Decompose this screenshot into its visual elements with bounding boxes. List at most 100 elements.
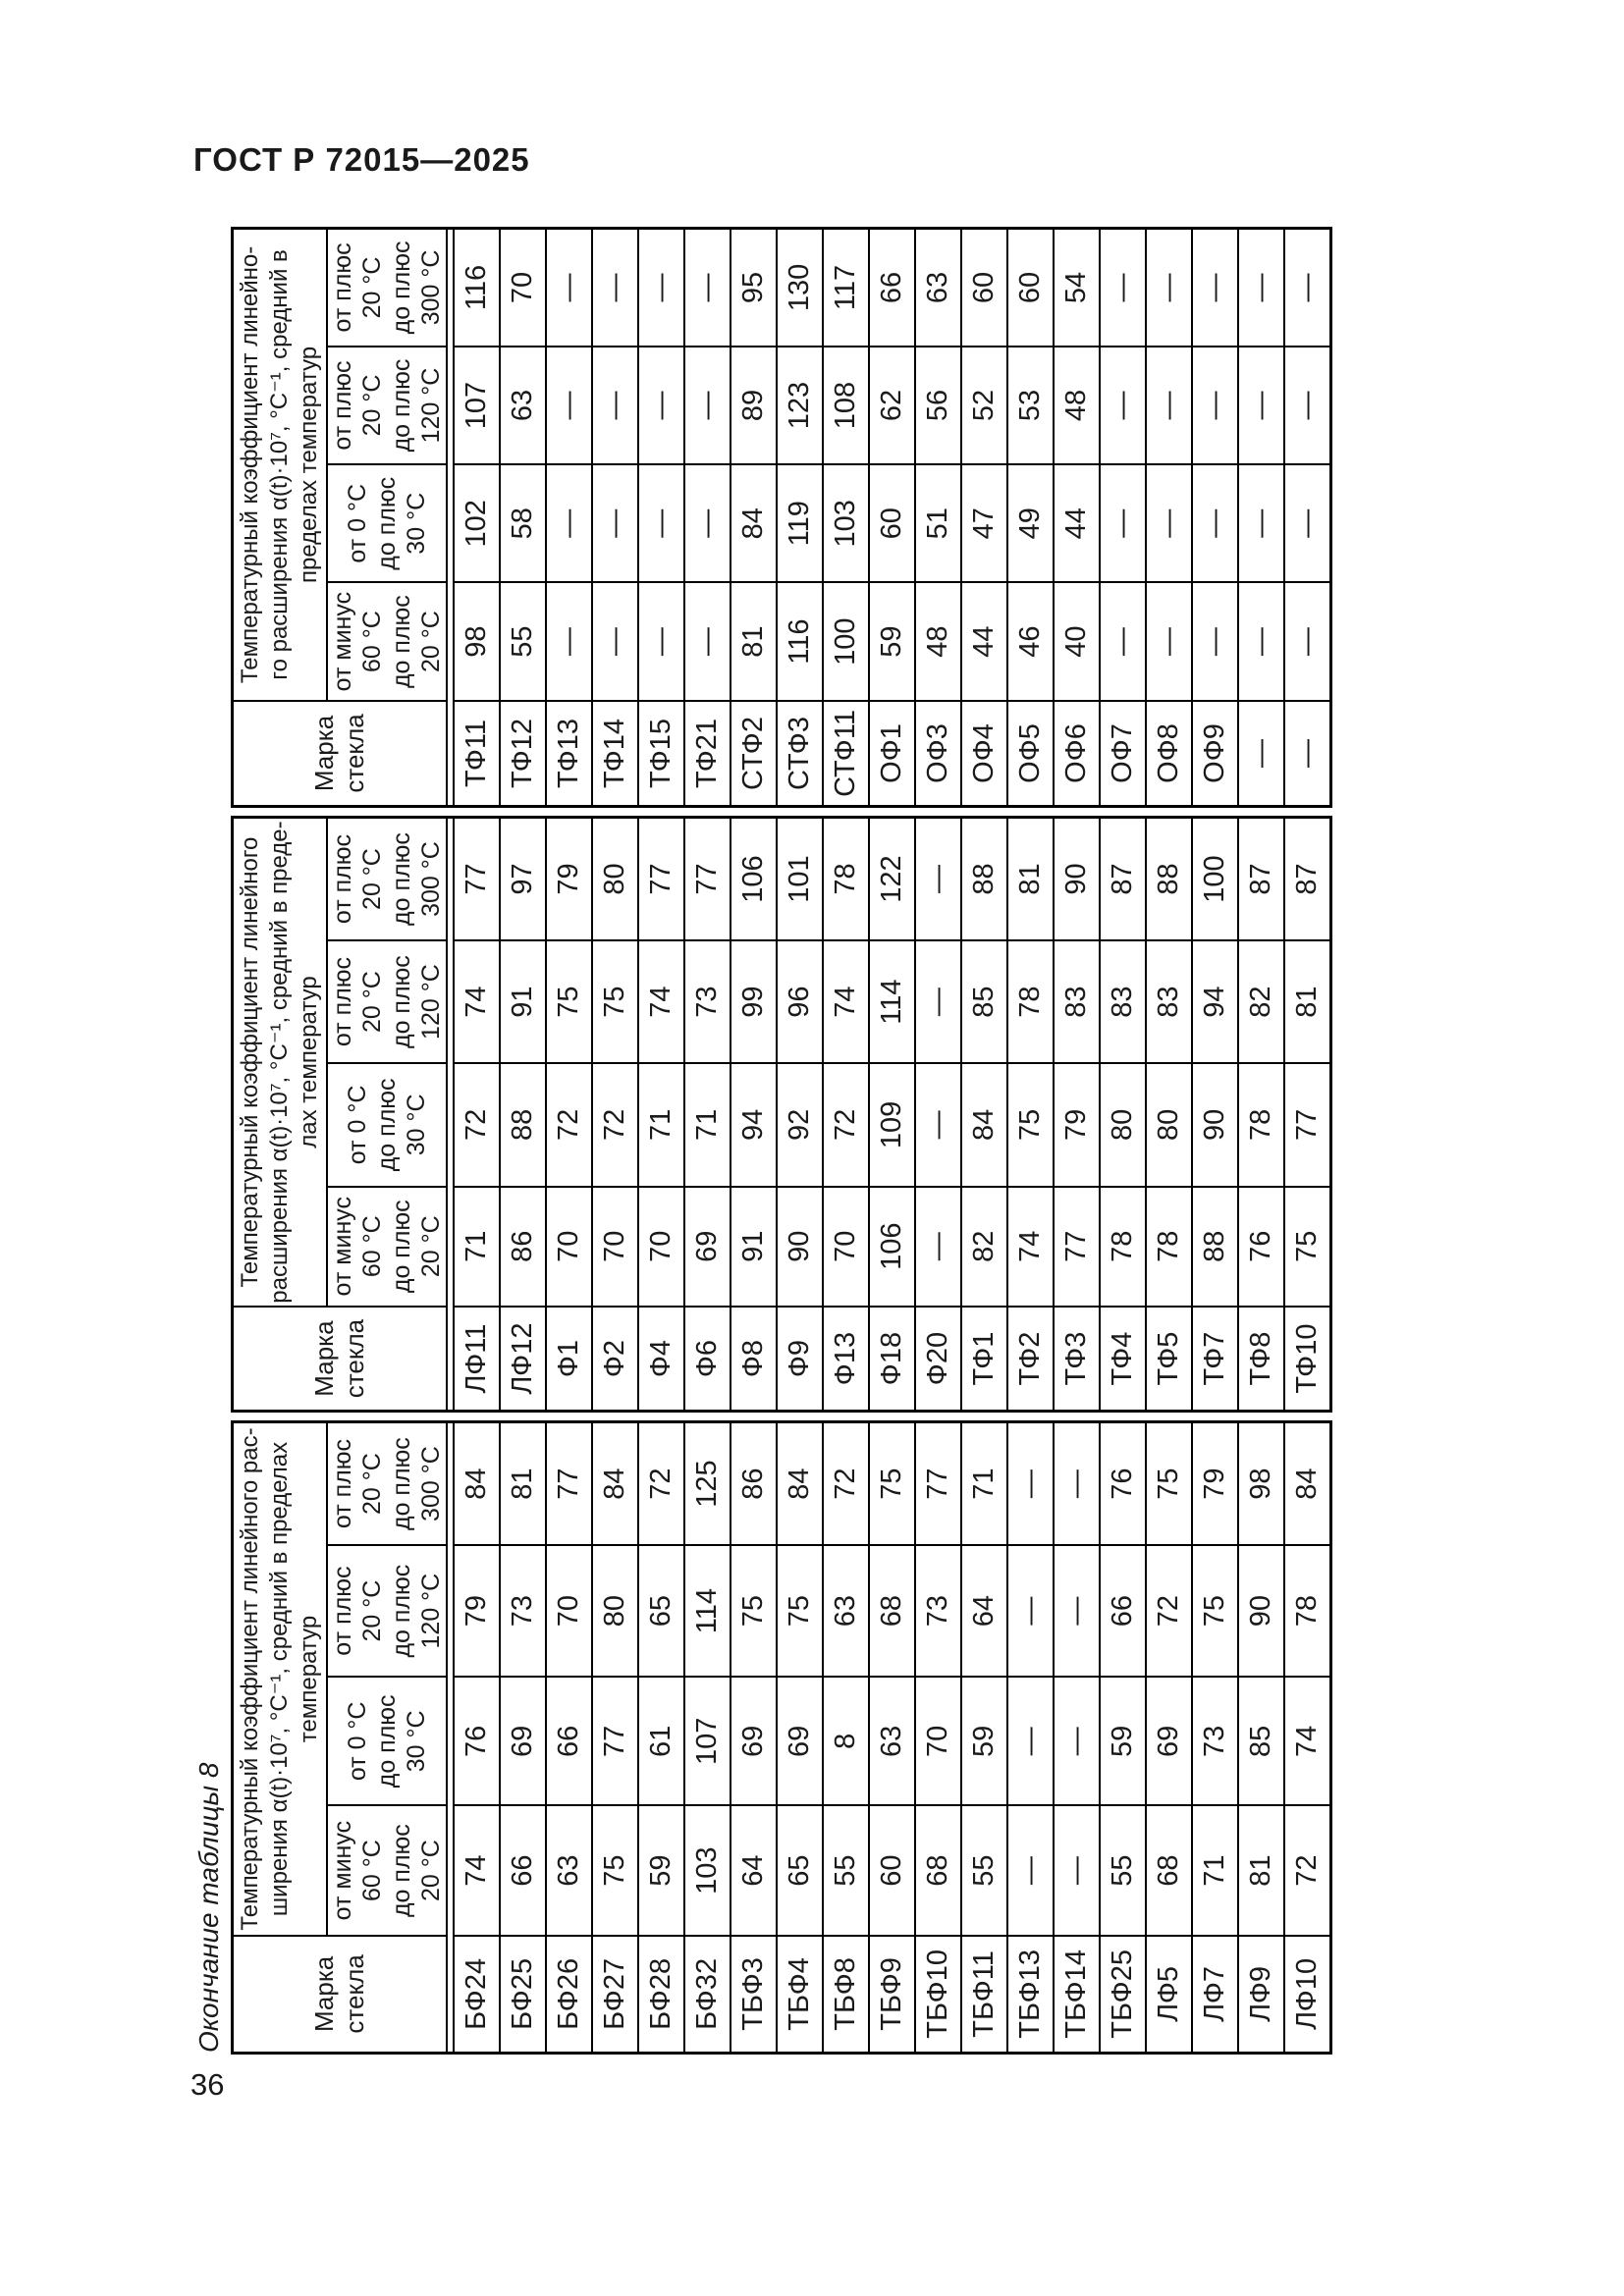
- coefficient-value-cell: 108: [823, 346, 869, 465]
- glass-mark-cell: ТФ11: [454, 700, 500, 807]
- coefficient-value-cell: —: [1007, 1545, 1054, 1678]
- coefficient-value-cell: 117: [823, 228, 869, 347]
- coefficient-value-cell: 69: [500, 1677, 546, 1806]
- coefficient-value-cell: 71: [454, 1186, 500, 1307]
- coefficient-value-cell: 78: [1238, 1063, 1284, 1187]
- coefficient-value-cell: 72: [638, 1421, 684, 1546]
- coefficient-value-cell: —: [684, 228, 731, 347]
- coefficient-value-cell: 123: [777, 346, 823, 465]
- temperature-range-header: от 0 °С до плюс 30 °С: [327, 1677, 447, 1806]
- coefficient-value-cell: 79: [1054, 1063, 1100, 1187]
- coefficient-value-cell: 92: [777, 1063, 823, 1187]
- table-row: БФ27 75 77 80 84: [592, 1421, 638, 2054]
- glass-mark-cell: Ф6: [684, 1306, 731, 1412]
- temperature-range-header: от плюс 20 °С до плюс 120 °С: [327, 939, 447, 1064]
- coefficient-value-cell: 84: [1284, 1421, 1330, 1546]
- table-row: ТБФ14— — — —: [1054, 1421, 1100, 2054]
- coefficient-value-cell: 54: [1054, 228, 1100, 347]
- coefficient-value-cell: 78: [1007, 939, 1054, 1064]
- coefficient-value-cell: 74: [454, 1805, 500, 1936]
- coefficient-value-cell: —: [546, 346, 592, 465]
- coefficient-value-cell: 55: [961, 1805, 1007, 1936]
- glass-mark-cell: БФ28: [638, 1935, 684, 2054]
- header-separator-line: [447, 1421, 454, 2054]
- glass-mark-cell: ОФ5: [1007, 700, 1054, 807]
- glass-mark-cell: Ф2: [592, 1306, 638, 1412]
- coefficient-value-cell: 40: [1054, 582, 1100, 701]
- glass-mark-cell: ОФ6: [1054, 700, 1100, 807]
- table-row: ТФ11 98 102 107 116: [454, 228, 500, 807]
- coefficient-value-cell: —: [1100, 582, 1146, 701]
- coefficient-value-cell: 107: [454, 346, 500, 465]
- coefficient-value-cell: 63: [823, 1545, 869, 1678]
- coefficient-value-cell: 63: [915, 228, 961, 347]
- coefficient-value-cell: 100: [823, 582, 869, 701]
- coefficient-value-cell: 71: [684, 1063, 731, 1187]
- coefficient-value-cell: 107: [684, 1677, 731, 1806]
- glass-mark-cell: ОФ4: [961, 700, 1007, 807]
- coefficient-value-cell: —: [1238, 582, 1284, 701]
- table-row: БФ28 59 61 65 72: [638, 1421, 684, 2054]
- coefficient-value-cell: 84: [592, 1421, 638, 1546]
- table-row: ОФ1 59 60 62 66: [869, 228, 915, 807]
- temperature-range-header: от плюс 20 °С до плюс 300 °С: [327, 228, 447, 347]
- coefficient-value-cell: 83: [1100, 939, 1146, 1064]
- coefficient-value-cell: 75: [869, 1421, 915, 1546]
- coefficient-value-cell: 98: [1238, 1421, 1284, 1546]
- table-row: ОФ4 44 47 52 60: [961, 228, 1007, 807]
- coefficient-value-cell: —: [1192, 346, 1238, 465]
- coefficient-value-cell: 90: [1054, 817, 1100, 940]
- glass-table-group: Марка стекла Температурный коэффициент ли…: [231, 227, 1332, 809]
- table-row: ОФ6 40 44 48 54: [1054, 228, 1100, 807]
- coefficient-value-cell: 53: [1007, 346, 1054, 465]
- coefficient-value-cell: 72: [546, 1063, 592, 1187]
- coefficient-value-cell: —: [1238, 346, 1284, 465]
- coefficient-value-cell: 44: [961, 582, 1007, 701]
- coefficient-value-cell: 55: [823, 1805, 869, 1936]
- coefficient-value-cell: 75: [1146, 1421, 1192, 1546]
- temperature-range-header: от плюс 20 °С до плюс 120 °С: [327, 346, 447, 465]
- table-row: ОФ9— — — —: [1192, 228, 1238, 807]
- coefficient-value-cell: 79: [454, 1545, 500, 1678]
- coefficient-value-cell: —: [592, 228, 638, 347]
- table-row: Ф20— — — —: [915, 817, 961, 1412]
- coefficient-value-cell: 73: [1192, 1677, 1238, 1806]
- coefficient-value-cell: 63: [546, 1805, 592, 1936]
- coefficient-value-cell: 74: [823, 939, 869, 1064]
- coefficient-value-cell: —: [1192, 464, 1238, 583]
- coefficient-value-cell: 66: [500, 1805, 546, 1936]
- coefficient-value-cell: 65: [638, 1545, 684, 1678]
- coefficient-value-cell: 78: [1146, 1186, 1192, 1307]
- coefficient-value-cell: 52: [961, 346, 1007, 465]
- coefficient-value-cell: 55: [1100, 1805, 1146, 1936]
- glass-mark-cell: ТБФ9: [869, 1935, 915, 2054]
- coefficient-value-cell: 103: [823, 464, 869, 583]
- glass-mark-cell: ЛФ7: [1192, 1935, 1238, 2054]
- coefficient-value-cell: 89: [731, 346, 777, 465]
- table-row: ТФ8 76 78 82 87: [1238, 817, 1284, 1412]
- table-row: Ф6 69 71 73 77: [684, 817, 731, 1412]
- coefficient-value-cell: 59: [1100, 1677, 1146, 1806]
- table-row: ОФ3 48 51 56 63: [915, 228, 961, 807]
- glass-mark-cell: ТФ15: [638, 700, 684, 807]
- glass-table-group: Марка стекла Температурный коэффициент ли…: [231, 1420, 1332, 2055]
- table-row: Ф9 90 92 96 101: [777, 817, 823, 1412]
- coefficient-value-cell: 94: [731, 1063, 777, 1187]
- coefficient-value-cell: 69: [1146, 1677, 1192, 1806]
- glass-mark-cell: ОФ3: [915, 700, 961, 807]
- coefficient-value-cell: 94: [1192, 939, 1238, 1064]
- table-row: Ф18 106 109 114 122: [869, 817, 915, 1412]
- coefficient-value-cell: 84: [777, 1421, 823, 1546]
- coefficient-value-cell: 73: [500, 1545, 546, 1678]
- coefficient-value-cell: 114: [869, 939, 915, 1064]
- coefficient-value-cell: 75: [777, 1545, 823, 1678]
- glass-mark-cell: СТФ2: [731, 700, 777, 807]
- table-row: ОФ8— — — —: [1146, 228, 1192, 807]
- coefficient-value-cell: —: [684, 464, 731, 583]
- glass-mark-cell: ЛФ9: [1238, 1935, 1284, 2054]
- coefficient-value-cell: 69: [777, 1677, 823, 1806]
- glass-mark-cell: ТФ14: [592, 700, 638, 807]
- glass-mark-cell: ОФ7: [1100, 700, 1146, 807]
- glass-mark-cell: Ф20: [915, 1306, 961, 1412]
